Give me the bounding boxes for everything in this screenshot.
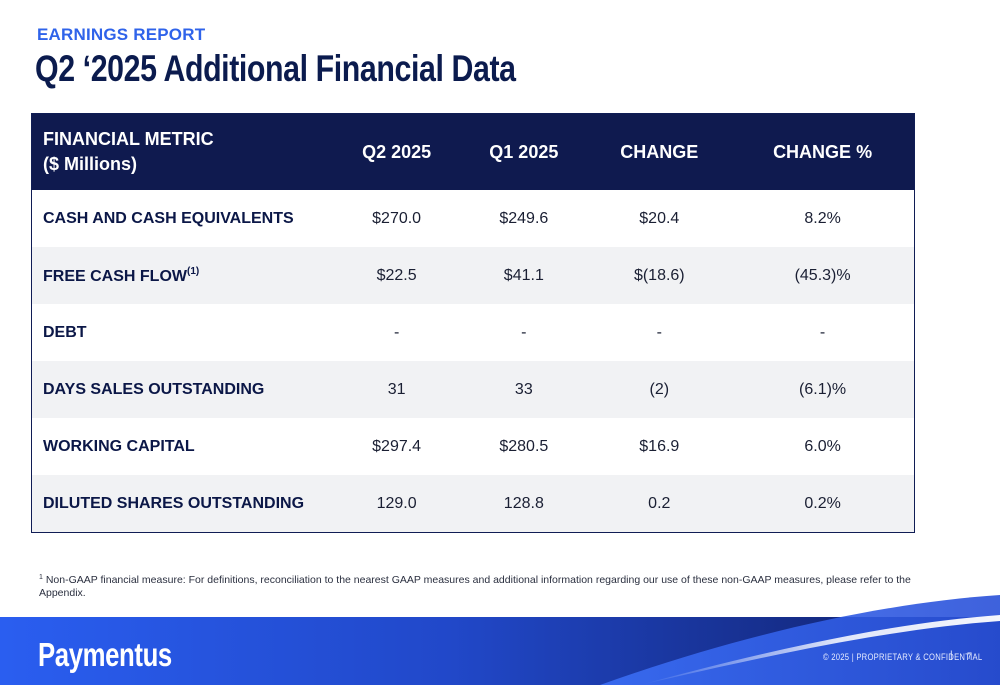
paymentus-logo: Paymentus: [38, 636, 172, 673]
footer-wave-graphic: [0, 595, 1000, 685]
financial-data-table: FINANCIAL METRIC ($ Millions) Q2 2025 Q1…: [31, 113, 915, 533]
row-change-value: (2): [587, 361, 732, 418]
row-q1-value: 128.8: [460, 475, 588, 533]
footnote-number: 1: [39, 574, 43, 581]
copyright-text: © 2025 | PROPRIETARY & CONFIDENTIAL: [823, 652, 983, 662]
column-header-change-pct: CHANGE %: [731, 113, 915, 190]
footer-band: [0, 595, 1000, 685]
page-number: 7: [967, 651, 973, 661]
row-change-pct-value: (6.1)%: [731, 361, 915, 418]
row-metric-name: DEBT: [31, 304, 333, 361]
row-change-value: $20.4: [587, 190, 732, 247]
row-q2-value: $22.5: [333, 247, 461, 304]
column-header-metric-line2: ($ Millions): [43, 154, 137, 174]
table-header-row: FINANCIAL METRIC ($ Millions) Q2 2025 Q1…: [31, 113, 915, 190]
row-metric-name: DILUTED SHARES OUTSTANDING: [31, 475, 333, 533]
footnote-text: Non-GAAP financial measure: For definiti…: [39, 574, 911, 599]
table-row: CASH AND CASH EQUIVALENTS $270.0 $249.6 …: [31, 190, 915, 247]
row-q2-value: $270.0: [333, 190, 461, 247]
row-metric-name: DAYS SALES OUTSTANDING: [31, 361, 333, 418]
column-header-q1: Q1 2025: [460, 113, 588, 190]
row-metric-name: WORKING CAPITAL: [31, 418, 333, 475]
row-q1-value: $249.6: [460, 190, 588, 247]
column-header-change: CHANGE: [587, 113, 732, 190]
section-eyebrow: EARNINGS REPORT: [37, 25, 206, 44]
row-change-pct-value: -: [731, 304, 915, 361]
row-metric-label: FREE CASH FLOW: [43, 267, 187, 285]
row-change-pct-value: 0.2%: [731, 475, 915, 533]
row-change-pct-value: 6.0%: [731, 418, 915, 475]
row-q2-value: -: [333, 304, 461, 361]
row-q1-value: $280.5: [460, 418, 588, 475]
table-row: DEBT - - - -: [31, 304, 915, 361]
table-row: DAYS SALES OUTSTANDING 31 33 (2) (6.1)%: [31, 361, 915, 418]
table-row: DILUTED SHARES OUTSTANDING 129.0 128.8 0…: [31, 475, 915, 533]
row-q2-value: 129.0: [333, 475, 461, 533]
row-q1-value: -: [460, 304, 588, 361]
row-metric-name: FREE CASH FLOW(1): [31, 247, 333, 304]
row-metric-name: CASH AND CASH EQUIVALENTS: [31, 190, 333, 247]
row-change-value: 0.2: [587, 475, 732, 533]
table-row: WORKING CAPITAL $297.4 $280.5 $16.9 6.0%: [31, 418, 915, 475]
row-change-pct-value: (45.3)%: [731, 247, 915, 304]
row-change-value: $16.9: [587, 418, 732, 475]
row-change-pct-value: 8.2%: [731, 190, 915, 247]
row-q1-value: $41.1: [460, 247, 588, 304]
table-row: FREE CASH FLOW(1) $22.5 $41.1 $(18.6) (4…: [31, 247, 915, 304]
row-q1-value: 33: [460, 361, 588, 418]
row-q2-value: $297.4: [333, 418, 461, 475]
row-q2-value: 31: [333, 361, 461, 418]
column-header-metric-line1: FINANCIAL METRIC: [43, 129, 214, 149]
row-change-value: -: [587, 304, 732, 361]
column-header-q2: Q2 2025: [333, 113, 461, 190]
footer-separator: |: [950, 650, 953, 661]
footnote-marker: (1): [187, 265, 200, 277]
page-title: Q2 ‘2025 Additional Financial Data: [35, 48, 516, 89]
row-change-value: $(18.6): [587, 247, 732, 304]
column-header-metric: FINANCIAL METRIC ($ Millions): [31, 113, 333, 190]
footnote: 1 Non-GAAP financial measure: For defini…: [39, 571, 929, 600]
